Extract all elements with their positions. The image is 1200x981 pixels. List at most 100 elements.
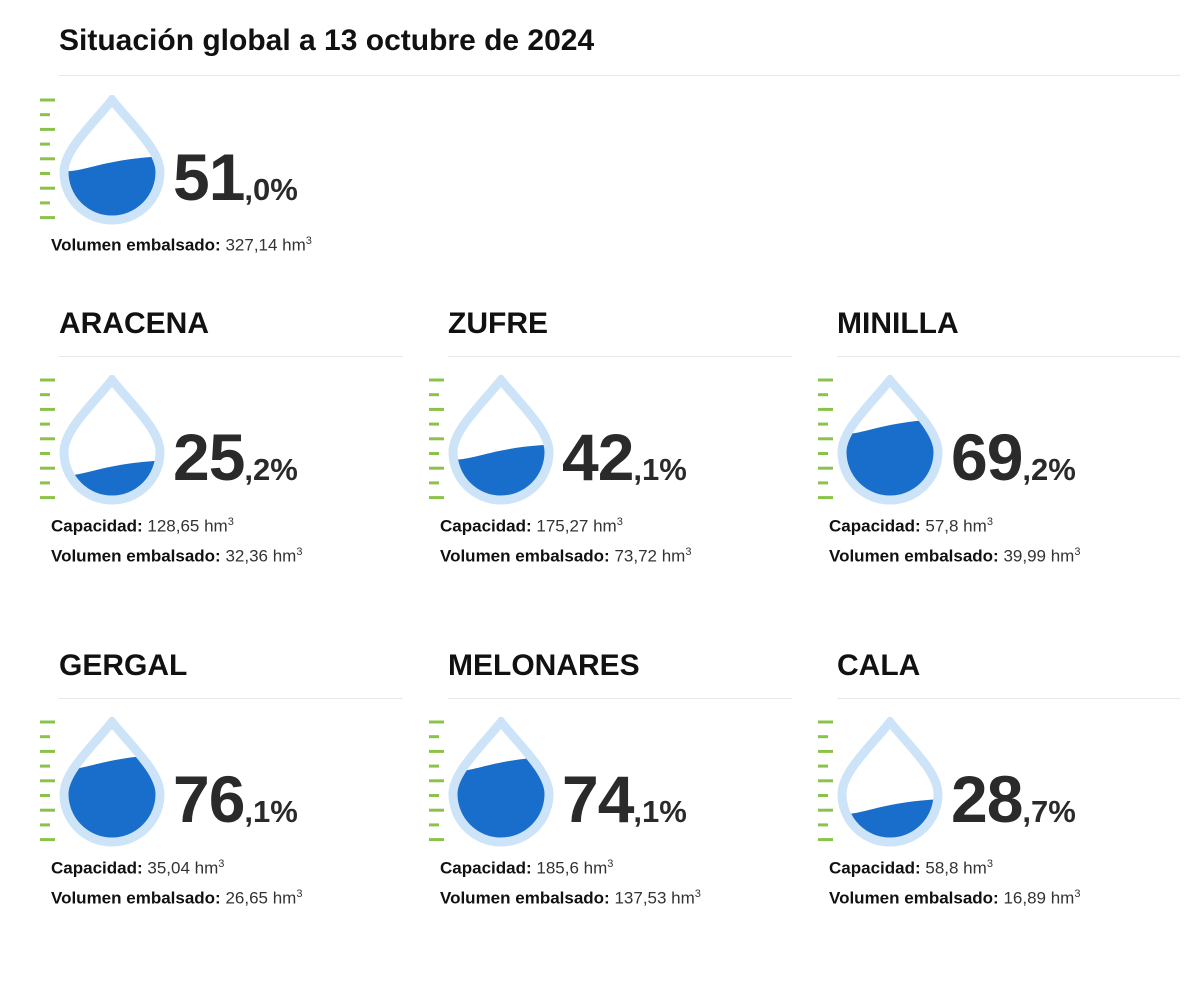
volume-unit-exponent: 3 [694,888,701,900]
volume-label: Volumen embalsado: [829,546,999,566]
volume-line: Volumen embalsado: 137,53 hm3 [440,888,701,909]
capacity-label: Capacidad: [51,516,143,536]
capacity-value: 128,65 hm [147,516,228,536]
capacity-line: Capacidad: 58,8 hm3 [829,858,993,879]
drop-gauge [818,375,943,505]
drop-outline [59,95,165,225]
volume-value: 16,89 hm [1003,888,1075,908]
percentage: 28,7% [951,761,1076,837]
capacity-line: Capacidad: 185,6 hm3 [440,858,613,879]
volume-line: Volumen embalsado: 32,36 hm3 [51,546,302,567]
capacity-value: 185,6 hm [536,858,608,878]
capacity-line: Capacidad: 175,27 hm3 [440,516,623,537]
volume-label: Volumen embalsado: [440,546,610,566]
drop-outline [448,375,554,505]
volume-unit-exponent: 3 [305,235,312,247]
percentage-decimal: ,2% [1022,452,1076,487]
drop-outline [59,717,165,847]
reservoir-name: GERGAL [59,649,188,682]
volume-label: Volumen embalsado: [51,546,221,566]
reservoir-card: 69,2% Capacidad: 57,8 hm3 Volumen embalsad… [818,375,1178,575]
volume-value: 39,99 hm [1003,546,1075,566]
percentage-integer: 74 [562,762,634,836]
volume-label: Volumen embalsado: [440,888,610,908]
percentage: 69,2% [951,419,1076,495]
volume-line: Volumen embalsado: 39,99 hm3 [829,546,1080,567]
volume-value: 137,53 hm [614,888,695,908]
reservoir-name: MELONARES [448,649,640,682]
volume-value: 73,72 hm [614,546,686,566]
percentage: 76,1% [173,761,298,837]
percentage-integer: 42 [562,420,634,494]
capacity-line: Capacidad: 57,8 hm3 [829,516,993,537]
capacity-label: Capacidad: [440,858,532,878]
drop-outline [837,375,943,505]
drop-gauge [40,95,165,225]
volume-unit-exponent: 3 [296,546,303,558]
volume-line: Volumen embalsado: 16,89 hm3 [829,888,1080,909]
drop-gauge [818,717,943,847]
volume-line: Volumen embalsado: 26,65 hm3 [51,888,302,909]
capacity-value: 175,27 hm [536,516,617,536]
drop-outline [837,717,943,847]
percentage: 74,1% [562,761,687,837]
drop-gauge [40,375,165,505]
volume-label: Volumen embalsado: [51,888,221,908]
water-level [842,418,938,500]
capacity-value: 35,04 hm [147,858,219,878]
volume-label: Volumen embalsado: [51,235,221,255]
volume-label: Volumen embalsado: [829,888,999,908]
capacity-unit-exponent: 3 [218,858,225,870]
volume-unit-exponent: 3 [296,888,303,900]
volume-line: Volumen embalsado: 327,14 hm3 [51,235,312,256]
capacity-label: Capacidad: [440,516,532,536]
percentage-integer: 69 [951,420,1023,494]
reservoir-name: MINILLA [837,307,959,340]
title-rule [59,75,1180,76]
capacity-label: Capacidad: [829,516,921,536]
capacity-value: 58,8 hm [925,858,987,878]
capacity-value: 57,8 hm [925,516,987,536]
reservoir-rule [448,356,792,357]
reservoir-name: ARACENA [59,307,209,340]
reservoir-rule [837,698,1180,699]
capacity-label: Capacidad: [51,858,143,878]
percentage-decimal: ,1% [244,794,298,829]
reservoir-card: 42,1% Capacidad: 175,27 hm3 Volumen embals… [429,375,789,575]
percentage: 25,2% [173,419,298,495]
capacity-line: Capacidad: 128,65 hm3 [51,516,234,537]
percentage-decimal: ,2% [244,452,298,487]
volume-value: 327,14 hm [225,235,306,255]
volume-value: 32,36 hm [225,546,297,566]
drop-outline [448,717,554,847]
drop-gauge [429,375,554,505]
percentage-decimal: ,0% [244,172,298,207]
water-level [64,754,160,842]
percentage-integer: 51 [173,140,245,214]
volume-line: Volumen embalsado: 73,72 hm3 [440,546,691,567]
percentage: 51,0% [173,139,298,215]
page-title: Situación global a 13 octubre de 2024 [59,24,595,57]
drop-outline [59,375,165,505]
reservoir-rule [448,698,792,699]
reservoir-name: CALA [837,649,921,682]
percentage-decimal: ,1% [633,794,687,829]
reservoir-card: 28,7% Capacidad: 58,8 hm3 Volumen embalsad… [818,717,1178,917]
capacity-unit-exponent: 3 [986,858,993,870]
percentage-integer: 25 [173,420,245,494]
reservoir-name: ZUFRE [448,307,548,340]
volume-unit-exponent: 3 [1074,546,1081,558]
reservoir-card: 76,1% Capacidad: 35,04 hm3 Volumen embalsa… [40,717,400,917]
percentage-integer: 76 [173,762,245,836]
capacity-unit-exponent: 3 [227,516,234,528]
reservoir-card: 25,2% Capacidad: 128,65 hm3 Volumen embals… [40,375,400,575]
capacity-unit-exponent: 3 [616,516,623,528]
capacity-unit-exponent: 3 [986,516,993,528]
drop-gauge [429,717,554,847]
drop-gauge [40,717,165,847]
volume-unit-exponent: 3 [685,546,692,558]
reservoir-card: 51,0% Volumen embalsado: 327,14 hm3 [40,95,400,295]
capacity-unit-exponent: 3 [607,858,614,870]
water-level [453,756,549,842]
